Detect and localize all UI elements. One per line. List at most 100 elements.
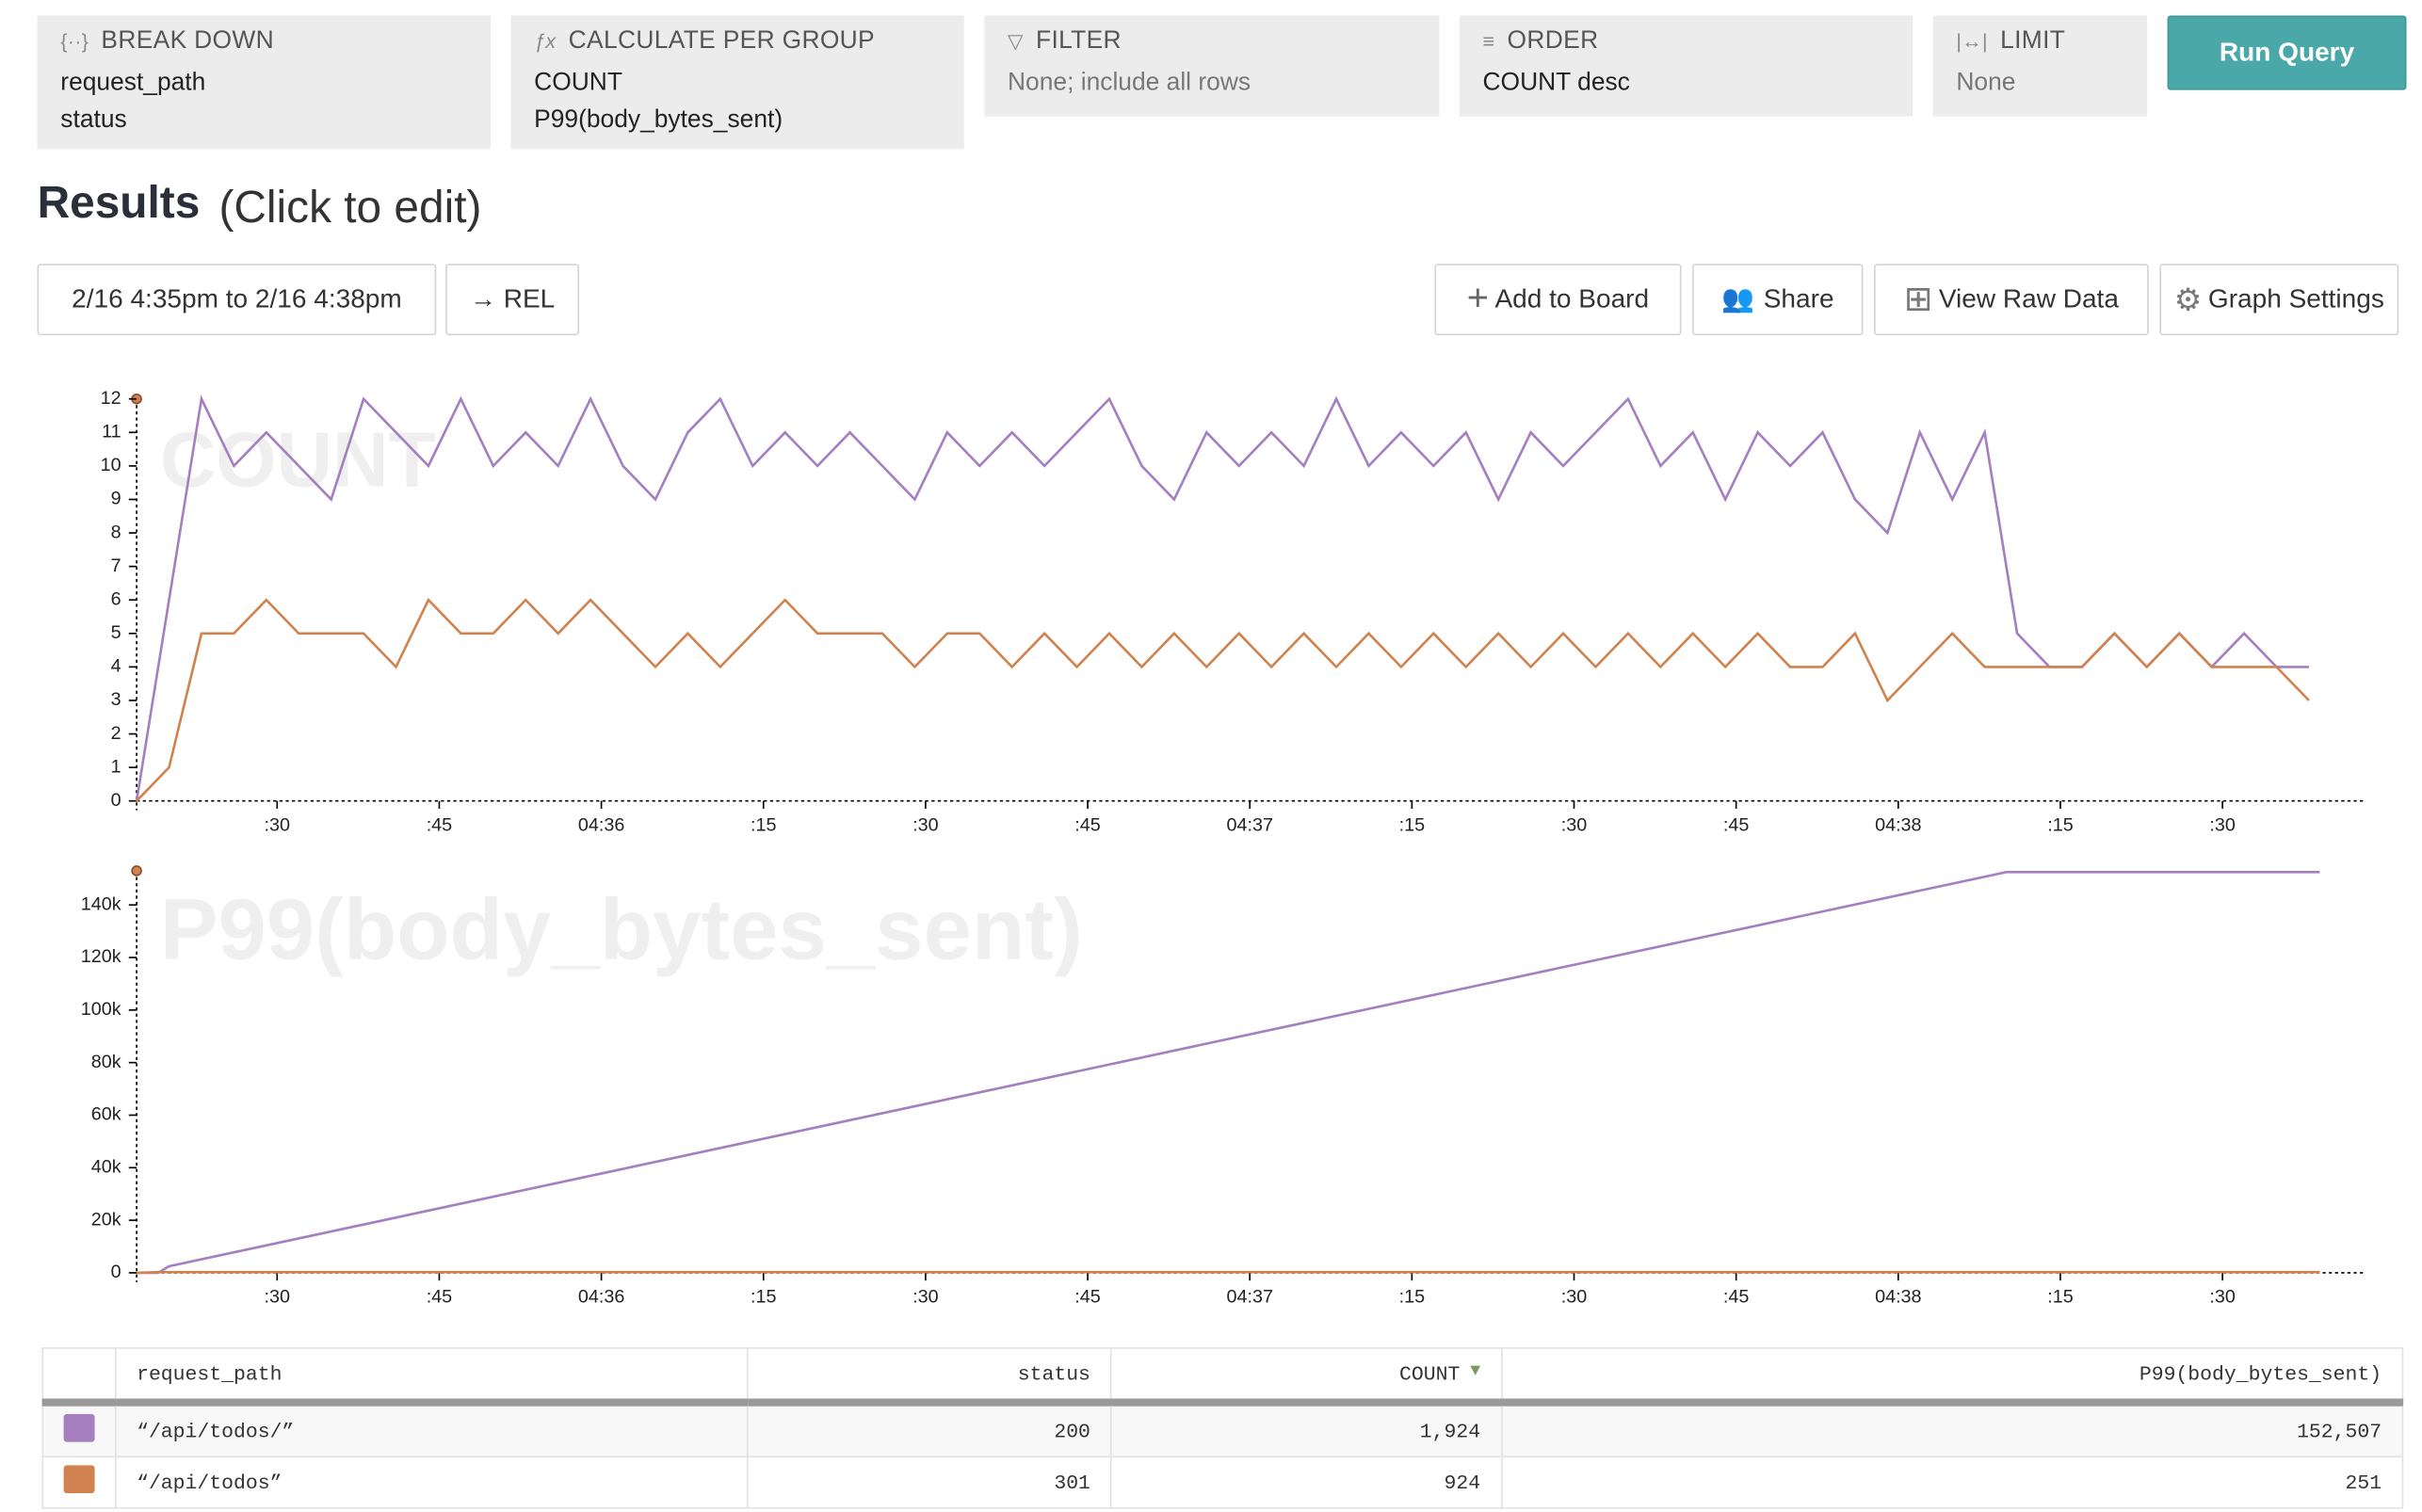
filter-box[interactable]: ▽ FILTER None; include all rows [984, 15, 1440, 117]
label: Graph Settings [2207, 283, 2384, 314]
results-hint[interactable]: (Click to edit) [218, 183, 482, 233]
row[interactable]: “/api/todos/” 200 1,924 152,507 [41, 1401, 2404, 1458]
y-tick-label: 6 [111, 588, 121, 609]
cell: “/api/todos/” [115, 1401, 750, 1458]
y-tick-label: 0 [111, 1262, 121, 1282]
x-tick-label: 04:37 [1226, 814, 1272, 835]
x-tick-label: :45 [1074, 1287, 1100, 1308]
label: Share [1763, 283, 1834, 314]
results-title: Results [37, 178, 201, 229]
x-tick-label: :30 [1561, 1287, 1587, 1308]
x-tick-label: :15 [2047, 1287, 2073, 1308]
y-tick-label: 1 [111, 756, 121, 777]
header-row: request_path status COUNT ▼ P99(body_bytes_… [41, 1347, 2404, 1407]
x-tick-label: 04:37 [1226, 1287, 1272, 1308]
y-tick-label: 120k [81, 946, 121, 967]
chart-title: P99(body_bytes_sent) [160, 880, 1083, 978]
label: COUNT [1399, 1361, 1461, 1386]
y-tick-label: 12 [101, 388, 121, 409]
column-header[interactable]: COUNT ▼ [1110, 1347, 1503, 1407]
x-tick-label: :45 [427, 814, 452, 835]
label: ORDER [1507, 27, 1599, 55]
chart-title: COUNT [160, 416, 436, 503]
y-tick-label: 10 [101, 455, 121, 475]
label: CALCULATE PER GROUP [568, 27, 875, 55]
y-tick-label: 2 [111, 723, 121, 744]
y-tick-label: 3 [111, 689, 121, 710]
label: FILTER [1036, 27, 1122, 55]
item: COUNT desc [1482, 70, 1630, 97]
series-line [136, 597, 2310, 802]
label: View Raw Data [1938, 283, 2119, 314]
series-line [135, 394, 2309, 801]
add-to-board-button[interactable]: + Add to Board [1434, 264, 1682, 336]
column-header[interactable]: request_path [115, 1347, 750, 1407]
item: request_path [60, 70, 206, 97]
column-header[interactable]: status [747, 1347, 1113, 1407]
series-line [137, 1270, 2320, 1275]
item: P99(body_bytes_sent) [534, 106, 783, 134]
graph-settings-button[interactable]: ⚙ Graph Settings [2159, 264, 2399, 336]
column-header[interactable]: P99(body_bytes_sent) [1500, 1347, 2404, 1407]
y-tick-label: 4 [111, 656, 121, 677]
cell: 1,924 [1110, 1401, 1503, 1458]
y-tick-label: 60k [91, 1104, 121, 1125]
x-tick-label: 04:36 [578, 814, 624, 835]
label: LIMIT [2000, 27, 2066, 55]
y-tick-label: 8 [111, 522, 121, 542]
label: BREAK DOWN [101, 27, 274, 55]
x-tick-label: :30 [912, 814, 938, 835]
x-tick-label: :30 [2209, 814, 2235, 835]
calculate-box[interactable]: ƒx CALCULATE PER GROUP COUNT P99(body_bytes… [510, 15, 964, 150]
cell: 200 [747, 1401, 1113, 1458]
x-tick-label: :15 [1399, 1287, 1425, 1308]
x-tick-label: :15 [751, 814, 776, 835]
axis-handle [131, 865, 142, 877]
swatch [63, 1465, 95, 1494]
label: Add to Board [1494, 283, 1650, 314]
x-tick-label: 04:36 [578, 1287, 624, 1308]
rel-button[interactable]: → REL [445, 264, 579, 336]
x-tick-label: 04:38 [1875, 814, 1921, 835]
view-raw-data-button[interactable]: ⊞ View Raw Data [1873, 264, 2149, 336]
cell: 301 [747, 1456, 1113, 1509]
cell: 251 [1500, 1456, 2404, 1509]
run-query-button[interactable]: Run Query [2167, 15, 2407, 90]
item: None [1956, 70, 2016, 97]
x-tick-label: :30 [265, 814, 290, 835]
y-tick-label: 140k [81, 893, 121, 914]
y-tick-label: 80k [91, 1052, 121, 1072]
cell: 924 [1110, 1456, 1503, 1509]
x-tick-label: :30 [265, 1287, 290, 1308]
y-tick-label: 40k [91, 1157, 121, 1178]
x-tick-label: :45 [1723, 1287, 1749, 1308]
x-tick-label: :15 [2047, 814, 2073, 835]
x-tick-label: :45 [427, 1287, 452, 1308]
y-tick-label: 100k [81, 999, 121, 1020]
breakdown-box[interactable]: {··} BREAK DOWN request_path status [37, 15, 491, 150]
results-table: request_path status COUNT ▼ P99(body_bytes_… [41, 1347, 2404, 1509]
item: None; include all rows [1008, 70, 1251, 97]
order-box[interactable]: ≡ ORDER COUNT desc [1459, 15, 1913, 117]
row[interactable]: “/api/todos” 301 924 251 [41, 1456, 2404, 1509]
x-tick-label: :15 [751, 1287, 776, 1308]
cell: 152,507 [1500, 1401, 2404, 1458]
y-tick-label: 9 [111, 489, 121, 509]
limit-box[interactable]: |↔| LIMIT None [1932, 15, 2148, 117]
item: COUNT [534, 70, 622, 97]
share-button[interactable]: 👥 Share [1692, 264, 1864, 336]
x-tick-label: :30 [912, 1287, 938, 1308]
x-tick-label: :30 [2209, 1287, 2235, 1308]
x-tick-label: :45 [1074, 814, 1100, 835]
x-tick-label: :30 [1561, 814, 1587, 835]
cell: “/api/todos” [115, 1456, 750, 1509]
swatch [63, 1413, 95, 1442]
x-tick-label: :15 [1399, 814, 1425, 835]
y-tick-label: 7 [111, 555, 121, 576]
time-range-button[interactable]: 2/16 4:35pm to 2/16 4:38pm [37, 264, 437, 336]
y-tick-label: 5 [111, 622, 121, 643]
x-tick-label: 04:38 [1875, 1287, 1921, 1308]
